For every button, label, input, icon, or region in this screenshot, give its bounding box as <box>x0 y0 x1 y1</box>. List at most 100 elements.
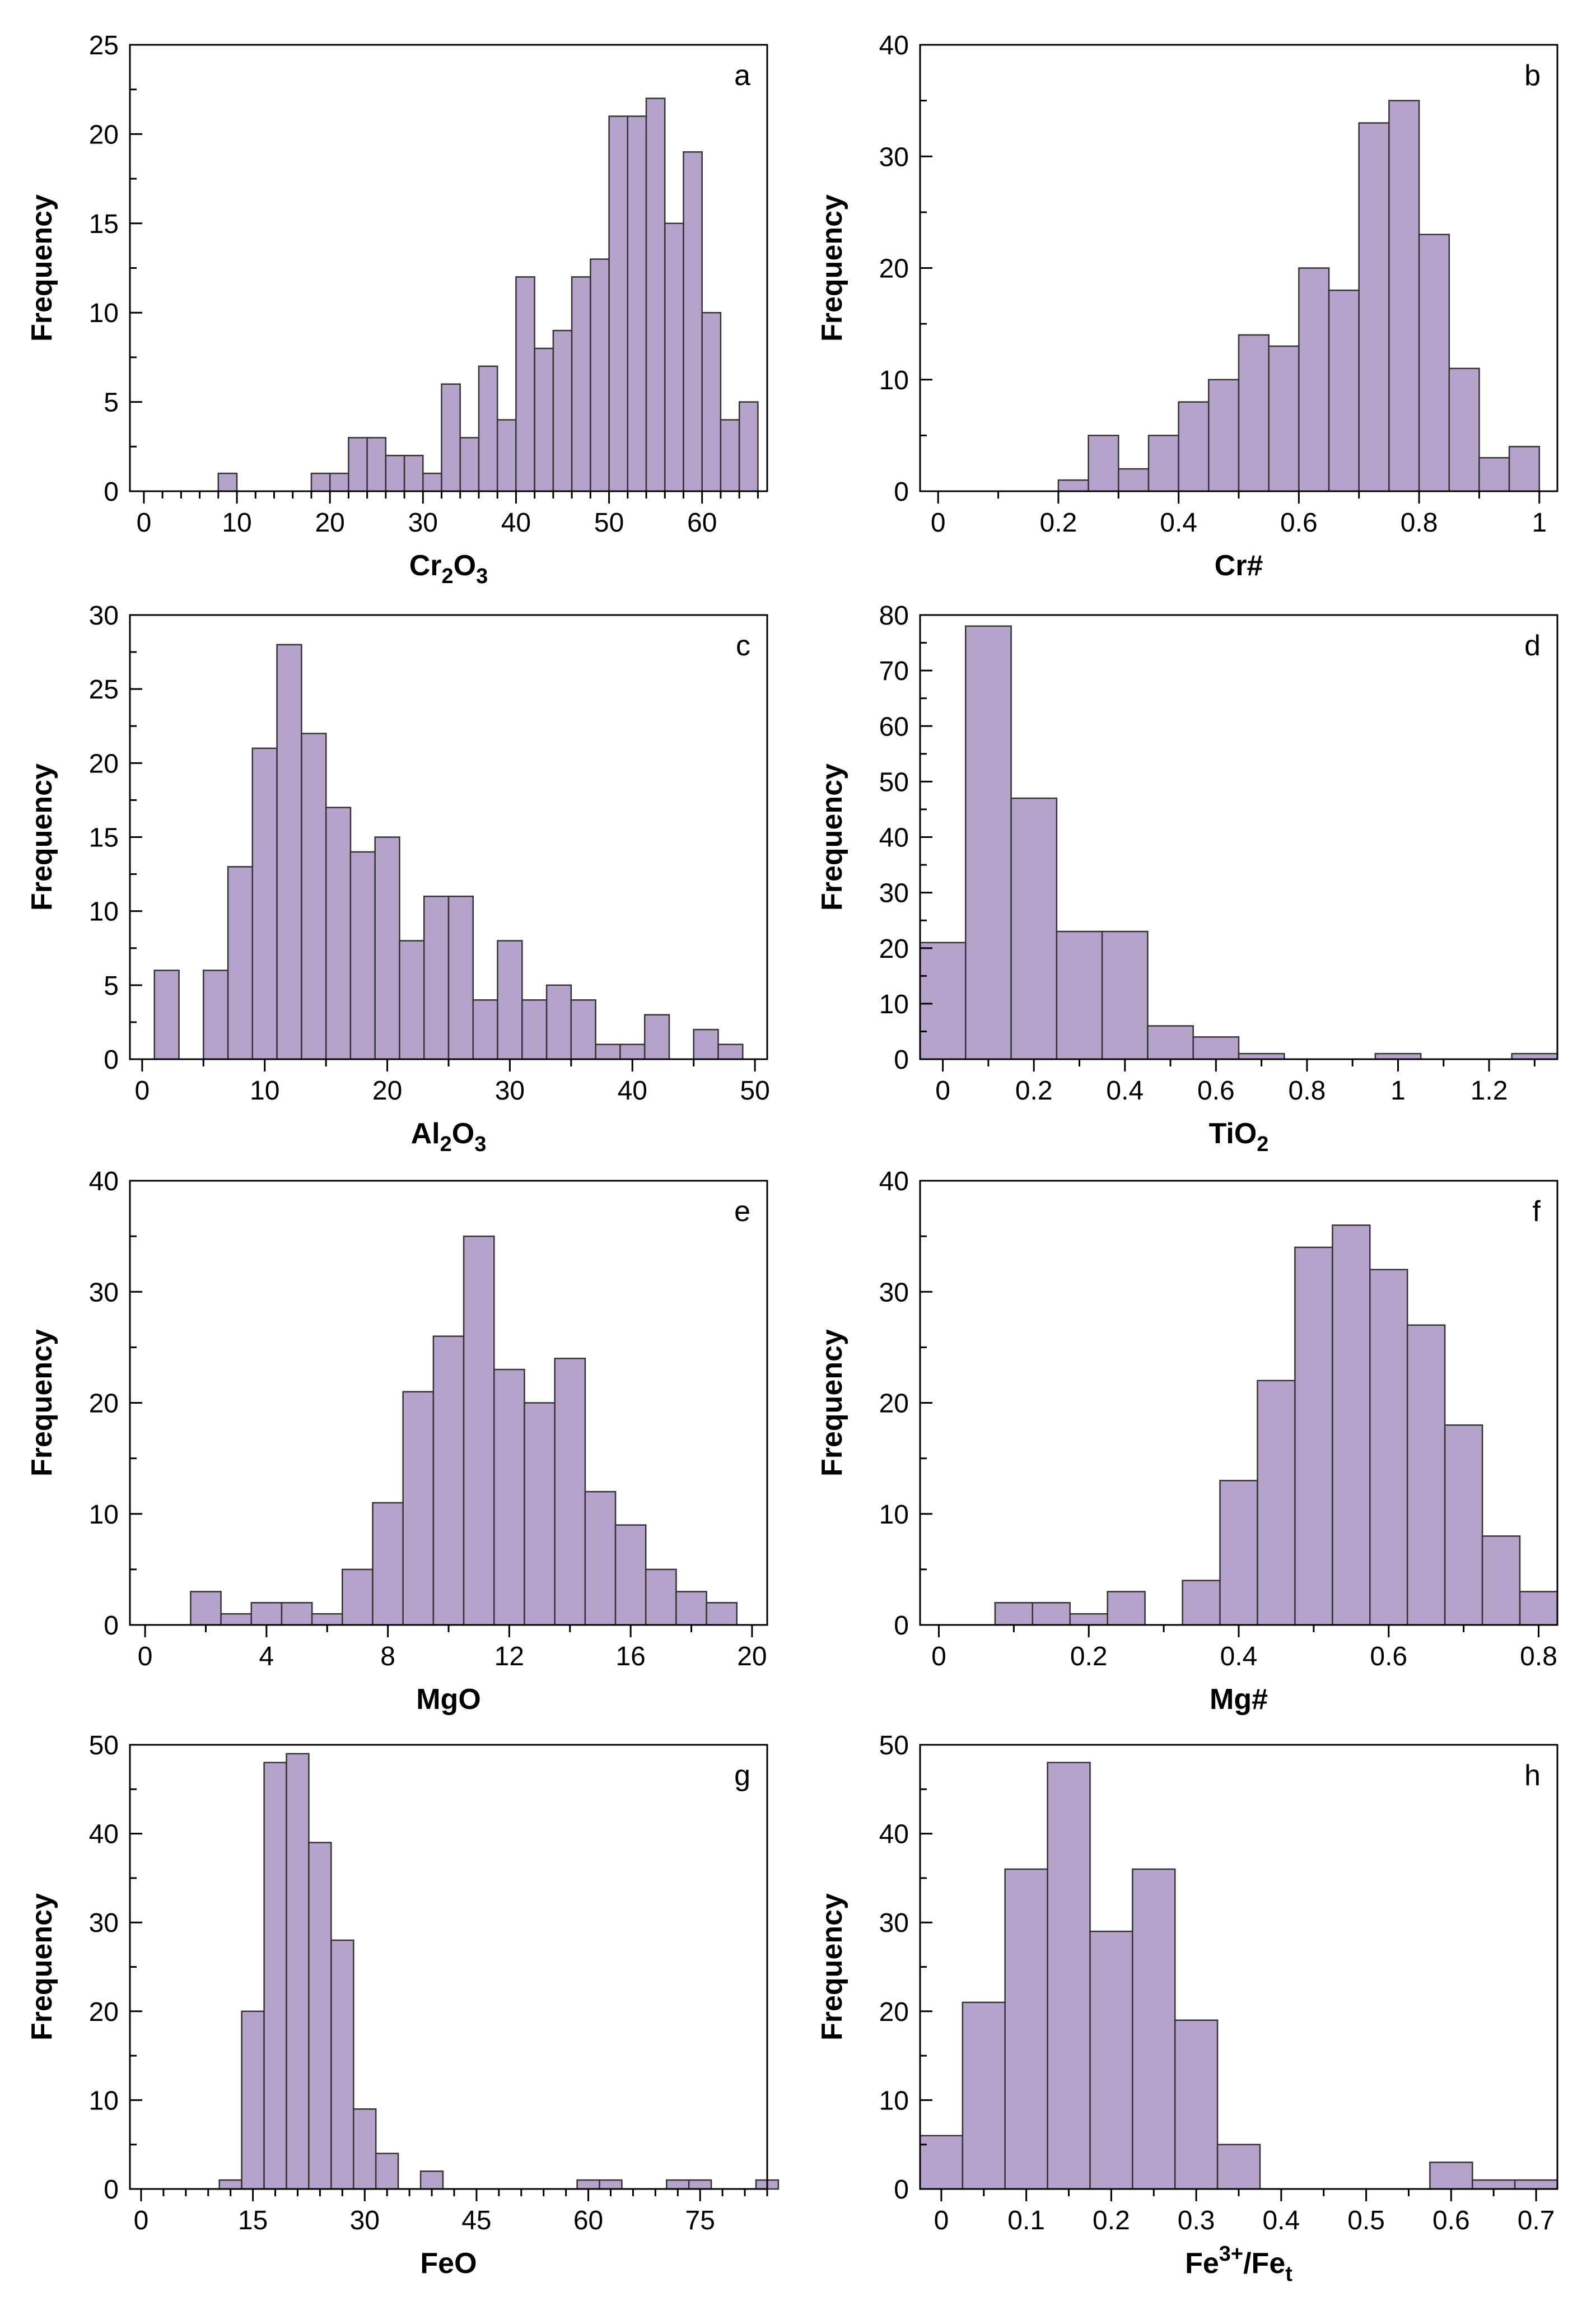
y-tick-label: 40 <box>879 1820 909 1850</box>
panel-letter: b <box>1524 59 1541 92</box>
x-tick-label: 16 <box>615 1642 645 1671</box>
bar <box>664 222 684 492</box>
y-tick-label: 50 <box>89 1731 119 1760</box>
bar <box>1519 1591 1558 1626</box>
x-tick-label: 0 <box>138 1642 153 1671</box>
bar <box>241 2010 265 2190</box>
x-axis-label: Fe3+/Fet <box>1185 2242 1292 2286</box>
bar <box>402 1391 435 1626</box>
y-tick-label: 0 <box>894 1045 909 1075</box>
bar <box>459 437 480 492</box>
x-tick-label: 0 <box>931 1642 946 1671</box>
bar <box>366 437 387 492</box>
x-axis-label-part: 2 <box>440 1133 452 1156</box>
x-tick-label: 60 <box>573 2206 603 2235</box>
bar <box>534 347 554 492</box>
y-tick-label: 30 <box>89 601 119 631</box>
x-tick-label: 0.1 <box>1007 2206 1045 2235</box>
bar <box>1069 1613 1108 1626</box>
x-tick-label: 60 <box>687 508 717 538</box>
bar <box>251 747 278 1060</box>
bar <box>432 1335 465 1626</box>
bar <box>720 419 740 492</box>
bar <box>422 472 442 492</box>
bar <box>276 644 302 1060</box>
x-tick-label: 0 <box>935 1076 950 1106</box>
bar <box>342 1568 374 1626</box>
panel-b: 0 10 20 30 40 0 0.2 0.4 0.6 0.8 1 b Frequency Cr# <box>816 31 1558 582</box>
x-tick-label: 75 <box>685 2206 715 2235</box>
bar <box>217 472 238 492</box>
bar <box>1508 446 1541 492</box>
bar <box>496 419 517 492</box>
bar <box>311 1613 343 1626</box>
bar <box>190 1591 222 1626</box>
bar <box>614 1524 647 1626</box>
panel-letter: d <box>1524 630 1541 662</box>
x-tick-label: 0 <box>931 508 946 538</box>
bar <box>675 1591 707 1626</box>
x-tick-label: 0.6 <box>1432 2206 1470 2235</box>
bar <box>683 151 703 492</box>
x-axis-label: Mg# <box>1210 1683 1268 1716</box>
y-tick-label: 0 <box>894 2175 909 2205</box>
bar <box>419 2170 444 2190</box>
panel-h: 0 10 20 30 40 50 0 0.1 0.2 0.3 0.4 0.5 0.6 0.7 h Freque… <box>816 1731 1558 2286</box>
y-axis-label: Frequency <box>26 1329 58 1476</box>
x-axis-label-part: O <box>454 549 476 582</box>
panel-letter: c <box>736 630 750 662</box>
x-tick-label: 45 <box>461 2206 491 2235</box>
y-tick-label: 15 <box>89 209 119 239</box>
bar <box>263 1762 287 2190</box>
bar <box>1192 1036 1240 1060</box>
bar <box>1238 334 1270 492</box>
bar <box>1089 1930 1133 2190</box>
x-tick-label: 8 <box>380 1642 395 1671</box>
y-tick-label: 5 <box>104 971 119 1001</box>
bar <box>329 472 349 492</box>
x-axis-label: Cr2O3 <box>409 549 488 588</box>
x-axis-label-part: 3 <box>474 1133 486 1156</box>
plot-frame <box>129 1744 768 2190</box>
bar <box>385 454 405 492</box>
y-tick-label: 50 <box>879 767 909 797</box>
y-tick-label: 30 <box>879 142 909 172</box>
bar <box>423 895 450 1060</box>
x-tick-label: 1.2 <box>1471 1076 1508 1106</box>
bar <box>552 329 573 492</box>
y-axis-label: Frequency <box>26 1893 58 2041</box>
bar <box>1294 1246 1333 1626</box>
bar <box>1369 1269 1408 1626</box>
bar <box>962 2001 1006 2190</box>
bar <box>220 1613 253 1626</box>
bar <box>1088 435 1119 492</box>
bar <box>619 1044 646 1060</box>
x-tick-label: 1 <box>1532 508 1547 538</box>
x-tick-label: 0.6 <box>1197 1076 1235 1106</box>
bar <box>1268 345 1300 492</box>
y-tick-label: 0 <box>104 1611 119 1641</box>
x-axis-label-part: Al <box>411 1117 440 1150</box>
bar <box>701 311 722 492</box>
y-tick-label: 25 <box>89 675 119 705</box>
bar <box>1118 468 1150 492</box>
x-tick-label: 0.4 <box>1106 1076 1144 1106</box>
bar <box>1448 367 1480 492</box>
bar <box>1444 1424 1483 1626</box>
bar <box>1147 1025 1194 1060</box>
bar <box>515 276 535 492</box>
y-axis-label: Frequency <box>26 194 58 342</box>
bar <box>497 940 523 1060</box>
bar <box>576 2179 600 2190</box>
x-tick-label: 0 <box>934 2206 949 2235</box>
y-tick-label: 25 <box>89 31 119 60</box>
x-tick-label: 20 <box>372 1076 402 1106</box>
y-tick-label: 80 <box>879 601 909 631</box>
bar <box>666 2179 690 2190</box>
y-tick-label: 20 <box>879 934 909 964</box>
y-tick-label: 40 <box>89 1167 119 1196</box>
bar <box>1358 122 1390 492</box>
x-axis-label-part: t <box>1285 2262 1292 2286</box>
y-tick-label: 20 <box>89 1389 119 1419</box>
x-tick-label: 0.8 <box>1401 508 1438 538</box>
